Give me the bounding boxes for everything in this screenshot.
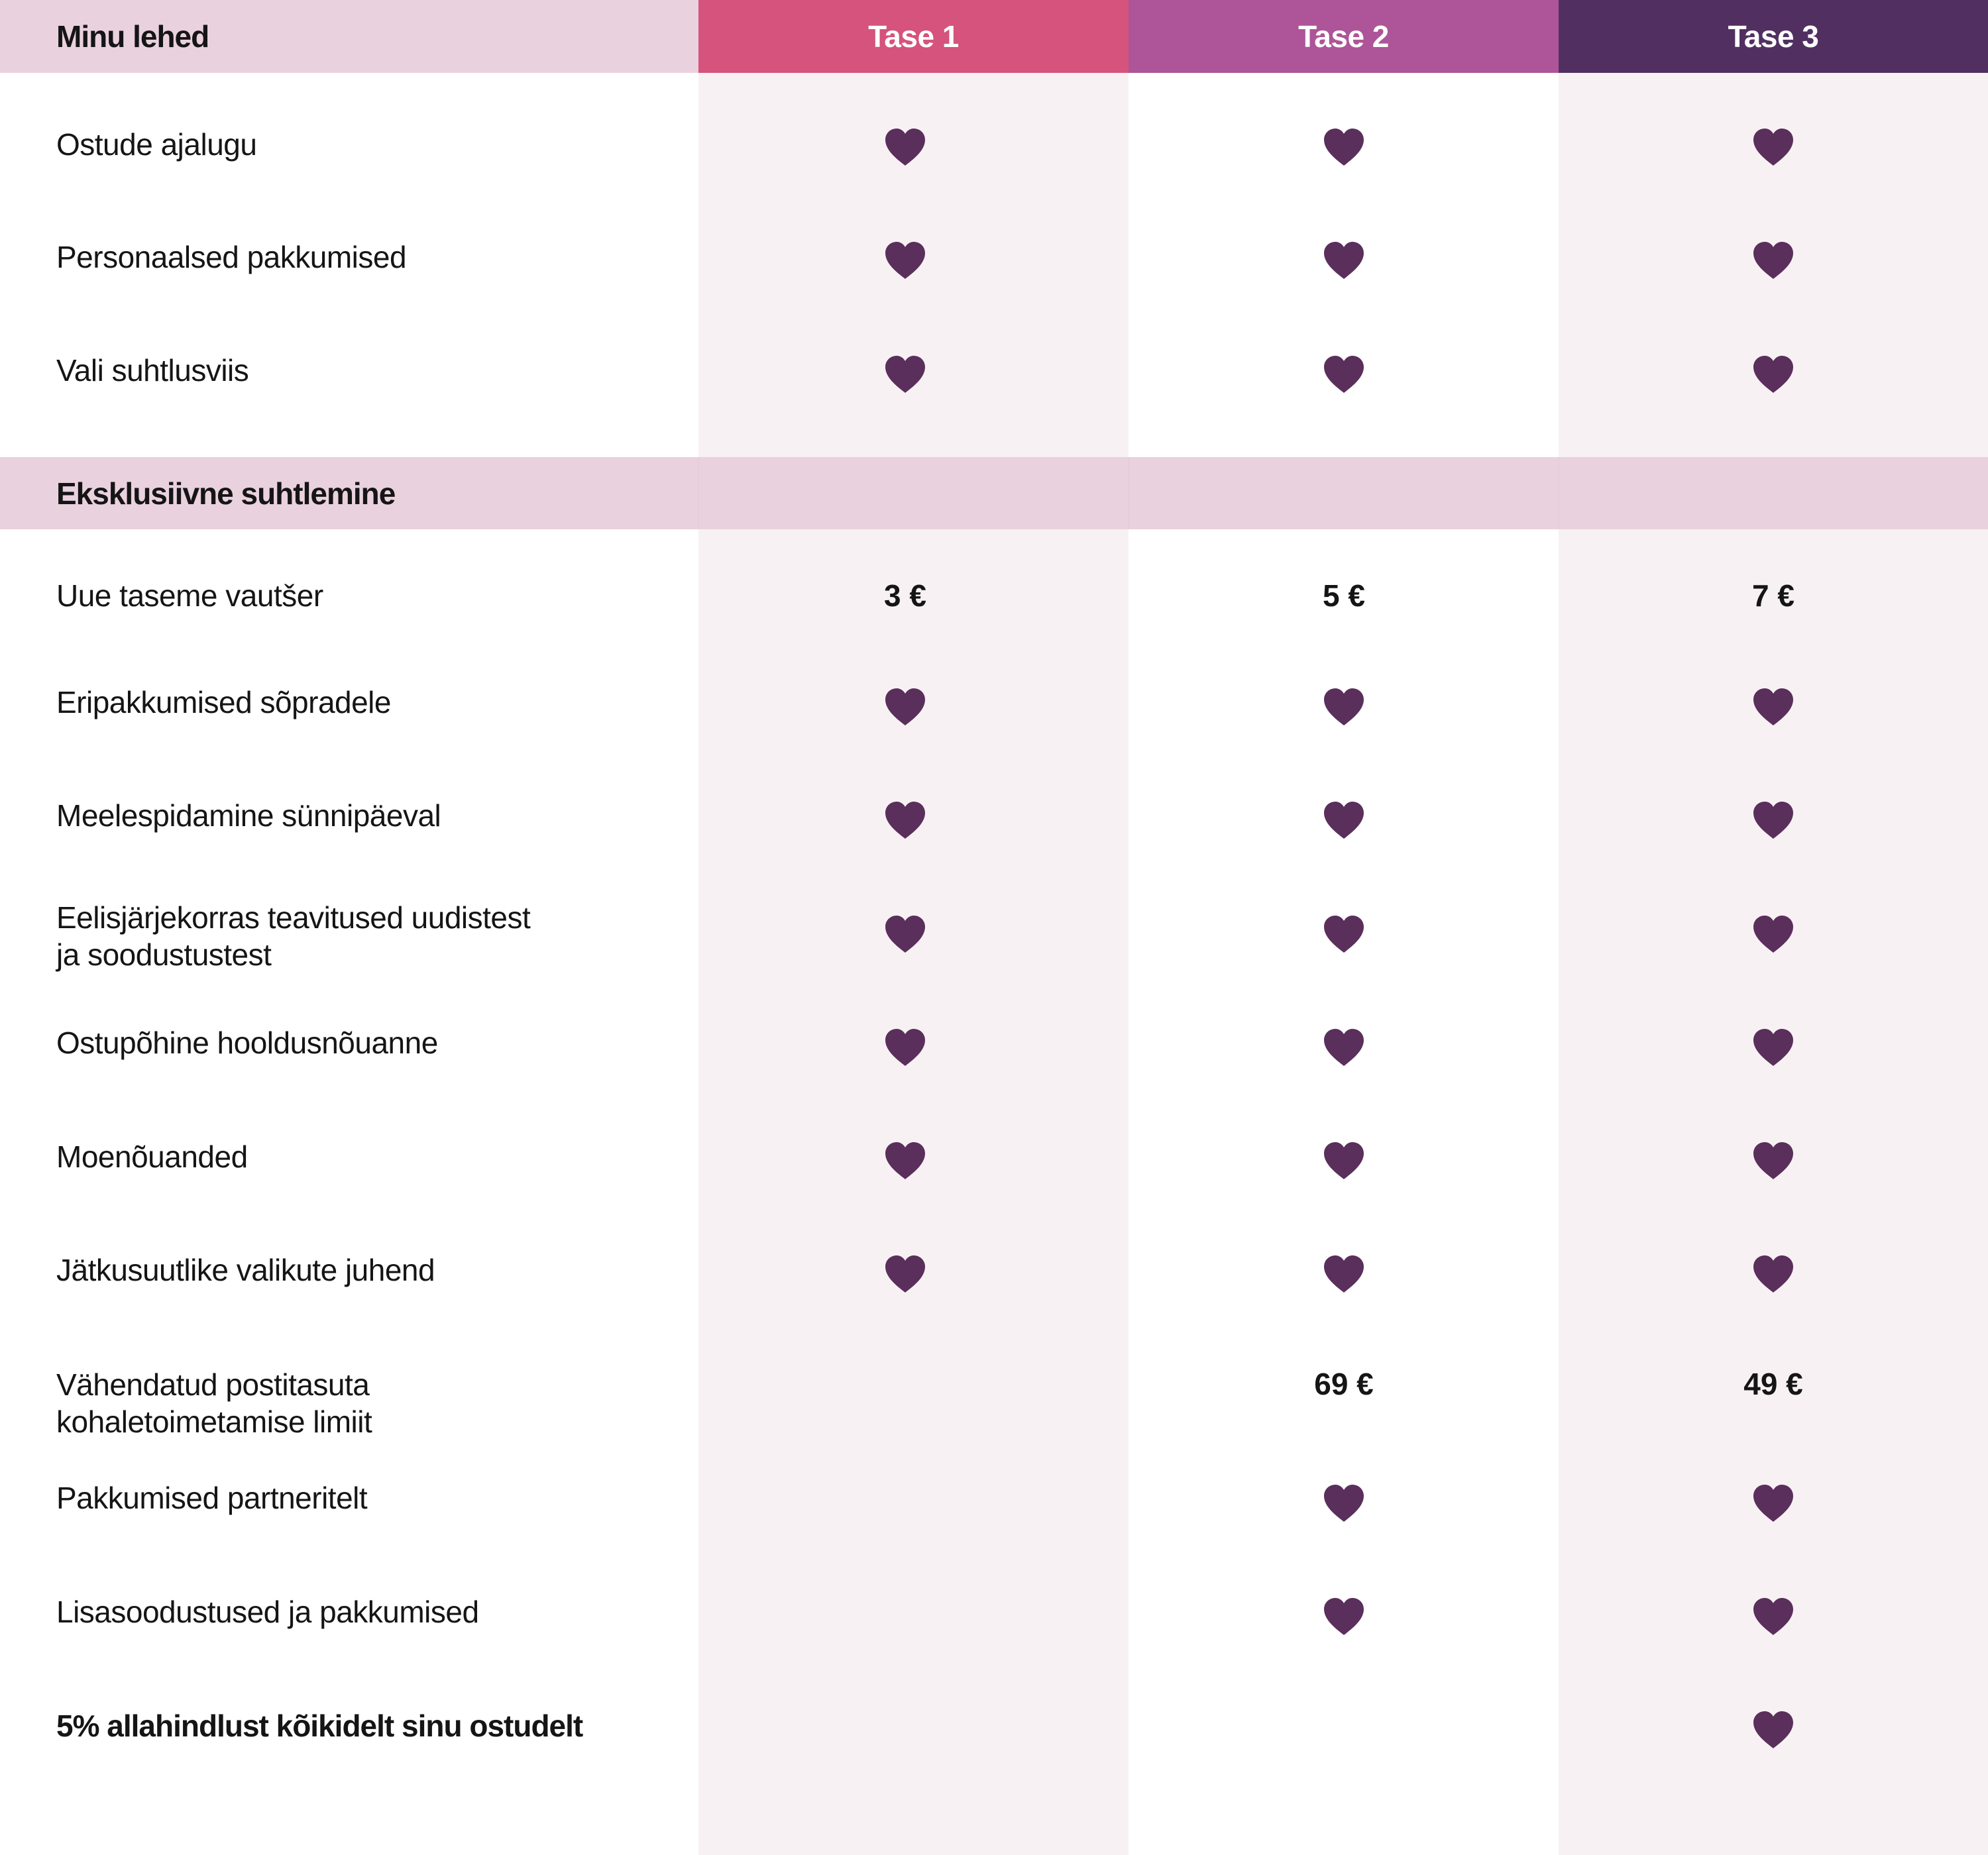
feature-label: Lisasoodustused ja pakkumised: [56, 1595, 479, 1629]
heart-icon: [859, 1134, 952, 1187]
value-text: 49 €: [1743, 1367, 1803, 1401]
heart-icon: [859, 680, 952, 733]
heart-icon: [859, 1247, 952, 1300]
heart-icon: [859, 908, 952, 961]
heart-icon: [1727, 1021, 1820, 1074]
heart-icon: [1298, 794, 1390, 847]
heart-icon: [1727, 1477, 1820, 1530]
heart-icon: [1298, 908, 1390, 961]
section-divider: [698, 457, 699, 529]
heart-icon: [1298, 1021, 1390, 1074]
table-header: Minu lehed Tase 1 Tase 2 Tase 3: [0, 0, 1988, 73]
section-title-minu-lehed: Minu lehed: [56, 19, 209, 54]
heart-icon: [859, 348, 952, 401]
value-text: 69 €: [1314, 1367, 1374, 1401]
heart-icon: [859, 234, 952, 287]
value-text: 3 €: [884, 578, 926, 613]
heart-icon: [1727, 908, 1820, 961]
section-title-eksklusiivne: Eksklusiivne suhtlemine: [56, 476, 396, 511]
section-divider: [1558, 457, 1559, 529]
heart-icon: [1298, 1477, 1390, 1530]
heart-icon: [1727, 121, 1820, 174]
heart-icon: [1298, 1590, 1390, 1643]
tier-3-value: 7 €: [1727, 569, 1820, 622]
value-text: 5 €: [1323, 578, 1365, 613]
heart-icon: [859, 1021, 952, 1074]
heart-icon: [1727, 1247, 1820, 1300]
heart-icon: [1727, 680, 1820, 733]
feature-label: Pakkumised partneritelt: [56, 1481, 368, 1515]
heart-icon: [1727, 794, 1820, 847]
tier-3-header: Tase 3: [1559, 0, 1988, 73]
tier-1-header: Tase 1: [698, 0, 1129, 73]
feature-label: Personaalsed pakkumised: [56, 240, 407, 274]
heart-icon: [1298, 1247, 1390, 1300]
tier-2-value: 5 €: [1298, 569, 1390, 622]
value-text: 7 €: [1752, 578, 1795, 613]
feature-label: Meelespidamine sünnipäeval: [56, 798, 441, 833]
section-band-exclusive: Eksklusiivne suhtlemine: [0, 457, 1988, 529]
heart-icon: [859, 794, 952, 847]
feature-label: Vähendatud postitasuta kohaletoimetamise …: [56, 1367, 372, 1439]
tier-2-header: Tase 2: [1129, 0, 1559, 73]
tier-2-value: 69 €: [1298, 1357, 1390, 1410]
heart-icon: [1298, 234, 1390, 287]
heart-icon: [1298, 348, 1390, 401]
heart-icon: [1727, 234, 1820, 287]
heart-icon: [1298, 1134, 1390, 1187]
heart-icon: [1727, 1134, 1820, 1187]
tier-1-value: 3 €: [859, 569, 952, 622]
feature-label: Eelisjärjekorras teavitused uudistest ja …: [56, 900, 531, 972]
feature-label: Moenõuanded: [56, 1140, 248, 1174]
feature-label: Eripakkumised sõpradele: [56, 685, 392, 719]
feature-label: Uue taseme vautšer: [56, 578, 323, 613]
feature-label: 5% allahindlust kõikidelt sinu ostudelt: [56, 1709, 583, 1743]
heart-icon: [1727, 348, 1820, 401]
section-divider: [1128, 457, 1129, 529]
feature-label: Jätkusuutlike valikute juhend: [56, 1253, 435, 1287]
feature-label: Ostupõhine hooldusnõuanne: [56, 1026, 438, 1060]
header-label-cell: [0, 0, 698, 73]
heart-icon: [859, 121, 952, 174]
heart-icon: [1727, 1590, 1820, 1643]
feature-label: Vali suhtlusviis: [56, 353, 249, 388]
heart-icon: [1727, 1703, 1820, 1756]
heart-icon: [1298, 680, 1390, 733]
tier-3-value: 49 €: [1727, 1357, 1820, 1410]
feature-label: Ostude ajalugu: [56, 127, 257, 162]
heart-icon: [1298, 121, 1390, 174]
